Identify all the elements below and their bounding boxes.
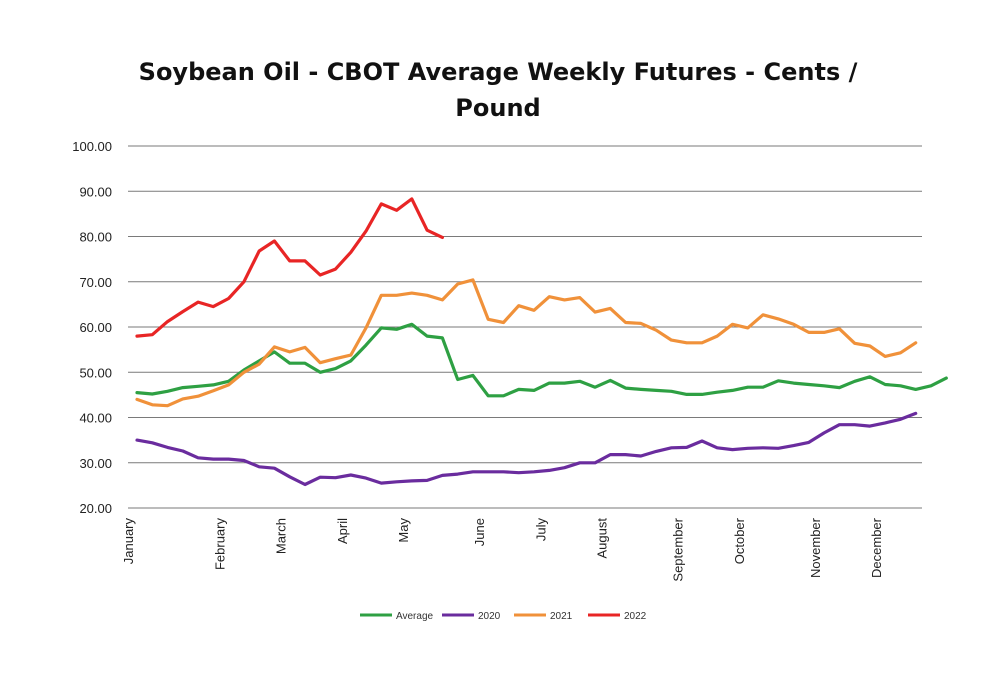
y-tick-label: 90.00 bbox=[79, 184, 112, 199]
x-tick-label: April bbox=[335, 518, 350, 544]
x-tick-label: December bbox=[869, 517, 884, 578]
legend-label-2022: 2022 bbox=[624, 611, 647, 622]
y-tick-label: 50.00 bbox=[79, 365, 112, 380]
y-tick-label: 20.00 bbox=[79, 501, 112, 516]
chart-title-line-1: Soybean Oil - CBOT Average Weekly Future… bbox=[139, 58, 858, 86]
x-tick-label: August bbox=[594, 518, 609, 559]
y-tick-label: 80.00 bbox=[79, 230, 112, 245]
x-tick-label: March bbox=[274, 518, 289, 554]
y-tick-label: 70.00 bbox=[79, 275, 112, 290]
legend-label-2021: 2021 bbox=[550, 611, 573, 622]
x-tick-label: May bbox=[396, 518, 411, 543]
x-tick-label: June bbox=[472, 518, 487, 546]
x-tick-label: November bbox=[808, 517, 823, 578]
legend-label-2020: 2020 bbox=[478, 611, 501, 622]
legend-label-average: Average bbox=[396, 611, 434, 622]
x-tick-label: January bbox=[121, 518, 136, 565]
x-tick-label: October bbox=[732, 517, 747, 564]
y-tick-label: 100.00 bbox=[72, 139, 112, 154]
y-tick-label: 60.00 bbox=[79, 320, 112, 335]
x-tick-label: July bbox=[533, 518, 548, 542]
y-tick-label: 30.00 bbox=[79, 456, 112, 471]
y-tick-label: 40.00 bbox=[79, 411, 112, 426]
x-tick-label: February bbox=[213, 518, 228, 571]
chart-title-line-2: Pound bbox=[455, 94, 540, 122]
x-tick-label: September bbox=[671, 517, 686, 581]
